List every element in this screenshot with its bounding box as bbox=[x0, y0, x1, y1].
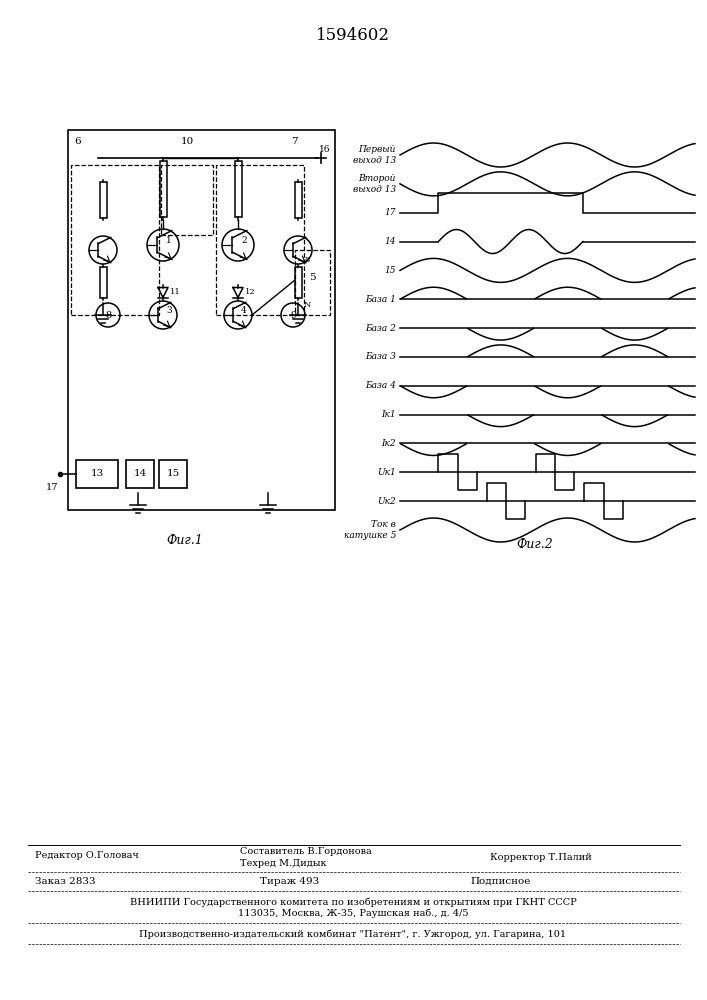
Bar bbox=[160, 161, 167, 217]
Text: 16: 16 bbox=[320, 145, 331, 154]
Bar bbox=[161, 165, 213, 235]
Text: 17: 17 bbox=[385, 208, 396, 217]
Text: 8: 8 bbox=[105, 310, 111, 320]
Bar bbox=[68, 130, 335, 510]
Text: 15: 15 bbox=[385, 266, 396, 275]
Text: Техред М.Дидык: Техред М.Дидык bbox=[240, 858, 327, 867]
Text: 14: 14 bbox=[134, 470, 146, 479]
Bar bbox=[295, 182, 301, 218]
Text: ВНИИПИ Государственного комитета по изобретениям и открытиям при ГКНТ СССР: ВНИИПИ Государственного комитета по изоб… bbox=[129, 897, 576, 907]
Bar bbox=[100, 267, 107, 298]
Text: Подписное: Подписное bbox=[470, 876, 530, 886]
Text: База 1: База 1 bbox=[365, 295, 396, 304]
Bar bbox=[159, 460, 187, 488]
Text: Второй
выход 13: Второй выход 13 bbox=[353, 174, 396, 194]
Text: 5: 5 bbox=[309, 273, 315, 282]
Text: N: N bbox=[303, 301, 310, 309]
Text: База 3: База 3 bbox=[365, 352, 396, 361]
Bar bbox=[126, 460, 154, 488]
Bar bbox=[71, 165, 159, 315]
Text: 1: 1 bbox=[166, 236, 172, 245]
Text: Uк2: Uк2 bbox=[378, 497, 396, 506]
Text: Тираж 493: Тираж 493 bbox=[260, 876, 320, 886]
Text: 3: 3 bbox=[166, 306, 172, 315]
Text: Корректор Т.Палий: Корректор Т.Палий bbox=[490, 854, 592, 862]
Text: 4: 4 bbox=[241, 306, 247, 315]
Bar bbox=[235, 161, 242, 217]
Text: 11: 11 bbox=[170, 288, 181, 296]
Bar bbox=[100, 182, 107, 218]
Text: Iк1: Iк1 bbox=[381, 410, 396, 419]
Text: 6: 6 bbox=[74, 137, 81, 146]
Text: 15: 15 bbox=[166, 470, 180, 479]
Text: 7: 7 bbox=[291, 137, 298, 146]
Text: 10: 10 bbox=[180, 137, 194, 146]
Bar bbox=[216, 165, 304, 315]
Text: Фиг.1: Фиг.1 bbox=[167, 534, 204, 546]
Text: Ток в
катушке 5: Ток в катушке 5 bbox=[344, 520, 396, 540]
Bar bbox=[295, 267, 301, 298]
Text: 14: 14 bbox=[385, 237, 396, 246]
Text: Фиг.2: Фиг.2 bbox=[517, 538, 554, 552]
Text: 12: 12 bbox=[245, 288, 256, 296]
Text: Первый
выход 13: Первый выход 13 bbox=[353, 145, 396, 165]
Text: 1594602: 1594602 bbox=[316, 26, 390, 43]
Text: 2: 2 bbox=[241, 236, 247, 245]
Text: Составитель В.Гордонова: Составитель В.Гордонова bbox=[240, 848, 372, 856]
Text: Производственно-издательский комбинат "Патент", г. Ужгород, ул. Гагарина, 101: Производственно-издательский комбинат "П… bbox=[139, 929, 566, 939]
Text: Uк1: Uк1 bbox=[378, 468, 396, 477]
Text: 13: 13 bbox=[90, 470, 104, 479]
Text: Iк2: Iк2 bbox=[381, 439, 396, 448]
Text: База 2: База 2 bbox=[365, 324, 396, 333]
Text: 17: 17 bbox=[45, 484, 58, 492]
Text: 113035, Москва, Ж-35, Раушская наб., д. 4/5: 113035, Москва, Ж-35, Раушская наб., д. … bbox=[238, 908, 468, 918]
Bar bbox=[76, 460, 118, 488]
Text: Заказ 2833: Заказ 2833 bbox=[35, 876, 95, 886]
Text: Редактор О.Головач: Редактор О.Головач bbox=[35, 850, 139, 859]
Bar bbox=[295, 250, 330, 315]
Text: 8: 8 bbox=[304, 256, 310, 264]
Text: База 4: База 4 bbox=[365, 381, 396, 390]
Text: 9: 9 bbox=[290, 310, 296, 320]
